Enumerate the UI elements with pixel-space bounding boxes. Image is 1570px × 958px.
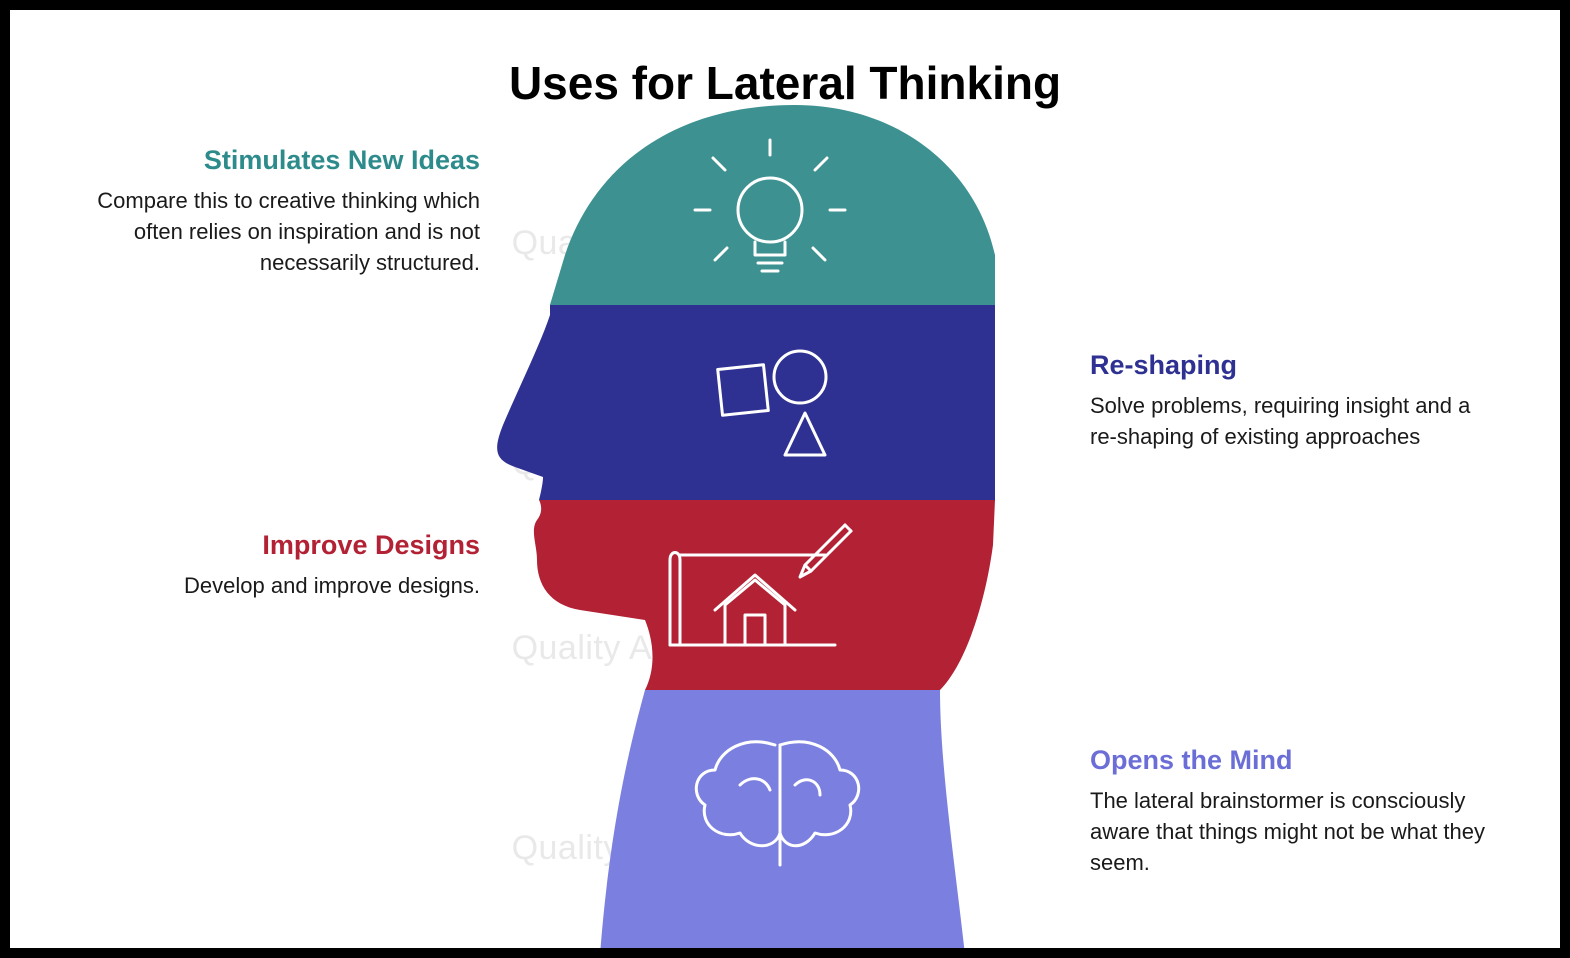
page-title: Uses for Lateral Thinking xyxy=(10,56,1560,110)
section-heading: Stimulates New Ideas xyxy=(90,145,480,176)
section-stimulates: Stimulates New Ideas Compare this to cre… xyxy=(90,145,480,278)
section-opens: Opens the Mind The lateral brainstormer … xyxy=(1090,745,1490,878)
band-reshaping xyxy=(495,305,1055,500)
head-silhouette xyxy=(495,105,1055,955)
band-opens xyxy=(495,690,1055,955)
section-improve: Improve Designs Develop and improve desi… xyxy=(130,530,480,602)
band-stimulates xyxy=(495,105,1055,305)
section-heading: Improve Designs xyxy=(130,530,480,561)
section-body: Develop and improve designs. xyxy=(130,571,480,602)
head-svg xyxy=(495,105,1055,955)
section-heading: Re-shaping xyxy=(1090,350,1490,381)
section-body: The lateral brainstormer is consciously … xyxy=(1090,786,1490,878)
section-heading: Opens the Mind xyxy=(1090,745,1490,776)
infographic-frame: Uses for Lateral Thinking Copyright Qual… xyxy=(0,0,1570,958)
section-reshaping: Re-shaping Solve problems, requiring ins… xyxy=(1090,350,1490,453)
section-body: Compare this to creative thinking which … xyxy=(90,186,480,278)
section-body: Solve problems, requiring insight and a … xyxy=(1090,391,1490,453)
